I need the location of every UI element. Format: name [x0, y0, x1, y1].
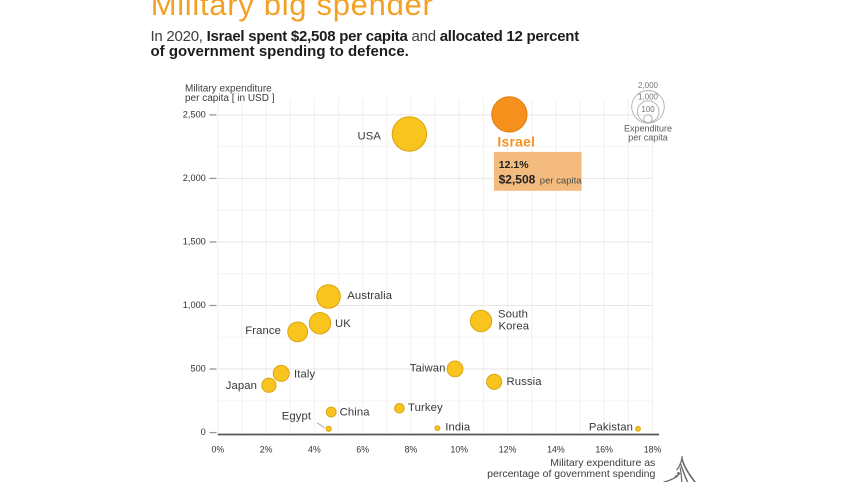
svg-text:1,000: 1,000 [638, 92, 659, 101]
svg-text:China: China [340, 407, 371, 419]
svg-text:Japan: Japan [226, 380, 257, 392]
svg-text:Taiwan: Taiwan [410, 363, 446, 375]
svg-text:Egypt: Egypt [282, 410, 312, 422]
svg-text:18%: 18% [644, 444, 662, 454]
svg-text:4%: 4% [308, 444, 321, 454]
svg-text:10%: 10% [450, 444, 468, 454]
svg-text:South: South [498, 309, 528, 321]
svg-text:India: India [445, 422, 471, 434]
svg-text:France: France [245, 325, 281, 337]
svg-text:$2,508: $2,508 [499, 173, 536, 187]
svg-text:percentage of government spend: percentage of government spending [487, 468, 655, 480]
svg-text:2%: 2% [260, 444, 273, 454]
svg-text:8%: 8% [405, 444, 418, 454]
svg-text:Military expenditure as: Military expenditure as [550, 457, 655, 469]
svg-text:Turkey: Turkey [408, 402, 443, 414]
svg-text:per capita: per capita [628, 132, 668, 142]
svg-text:Pakistan: Pakistan [589, 422, 633, 434]
svg-text:1,000: 1,000 [183, 300, 206, 310]
svg-text:0%: 0% [211, 444, 224, 454]
svg-text:2,000: 2,000 [183, 173, 206, 183]
svg-text:Australia: Australia [347, 290, 392, 302]
svg-text:100: 100 [641, 105, 655, 114]
svg-text:1,500: 1,500 [183, 236, 206, 246]
svg-text:12%: 12% [499, 444, 517, 454]
svg-text:500: 500 [190, 363, 205, 373]
svg-text:Russia: Russia [507, 376, 543, 388]
svg-text:14%: 14% [547, 444, 565, 454]
svg-text:16%: 16% [595, 444, 613, 454]
svg-text:Expenditure: Expenditure [624, 124, 672, 134]
svg-text:2,500: 2,500 [183, 109, 206, 119]
svg-text:per capita [ in USD ]: per capita [ in USD ] [185, 93, 275, 104]
svg-text:per capita: per capita [540, 175, 582, 186]
svg-text:12.1%: 12.1% [499, 159, 529, 171]
svg-text:Israel: Israel [497, 134, 535, 149]
svg-text:UK: UK [335, 318, 351, 330]
svg-text:USA: USA [357, 131, 381, 143]
svg-text:6%: 6% [356, 444, 369, 454]
svg-text:2,000: 2,000 [638, 81, 659, 90]
svg-text:Korea: Korea [499, 321, 530, 333]
svg-text:Military expenditure: Military expenditure [185, 83, 272, 94]
svg-text:Italy: Italy [294, 369, 315, 381]
svg-text:0: 0 [201, 427, 206, 437]
